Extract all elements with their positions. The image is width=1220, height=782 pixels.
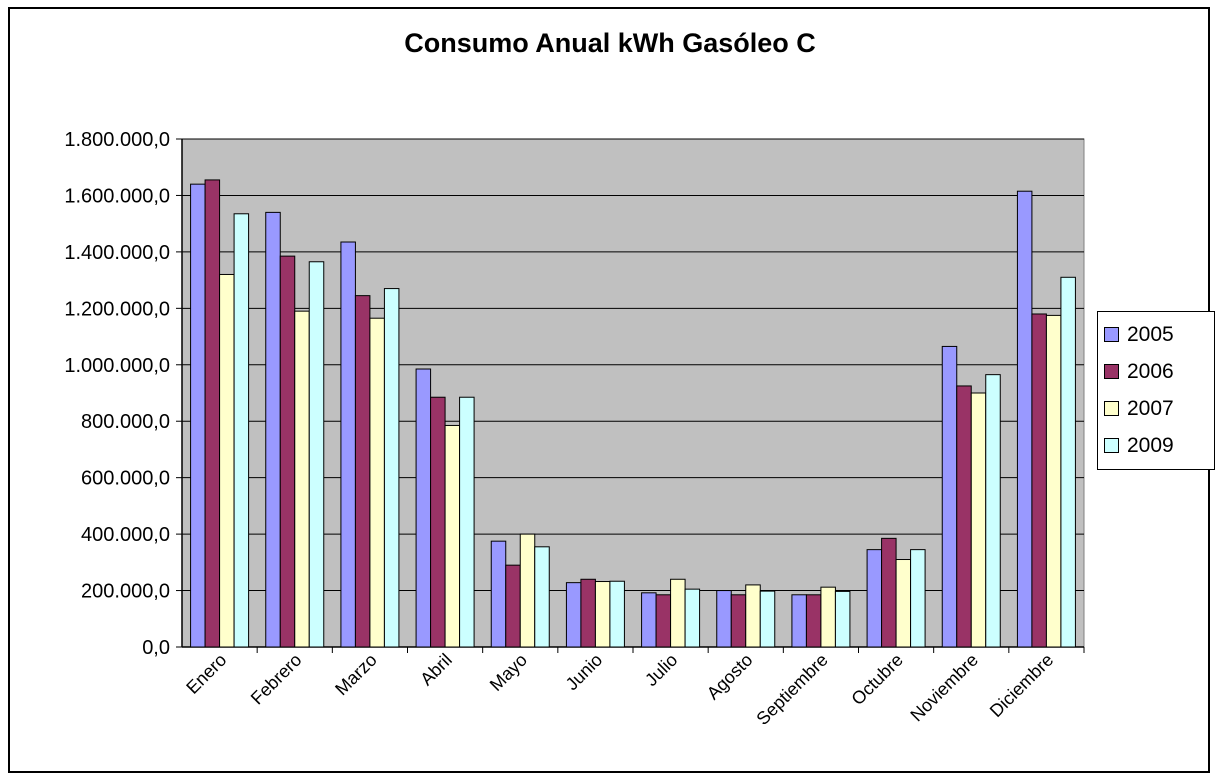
bar-2007-octubre [895,559,912,648]
y-tick-label: 200.000,0 [81,581,170,603]
bar-2007-marzo [369,317,385,648]
bar-2005-diciembre [1016,190,1033,648]
bar-2009-junio [609,580,625,648]
legend-swatch [1104,401,1119,416]
bar-2005-marzo [340,241,356,648]
bar-2009-septiembre [834,590,851,648]
bar-2009-febrero [308,261,325,648]
y-tick-label: 400.000,0 [81,524,170,546]
legend-item: 2006 [1098,353,1214,390]
legend-swatch [1104,327,1119,342]
bar-2005-julio [641,592,657,648]
bar-2007-agosto [745,584,761,648]
bar-2006-mayo [505,564,521,648]
x-tick-label: Agosto [703,650,757,704]
x-tick-label: Julio [641,650,681,690]
y-tick-label: 1.800.000,0 [64,129,170,151]
x-tick-label: Febrero [247,650,306,709]
bar-2009-octubre [910,549,926,648]
bar-2009-noviembre [985,374,1001,648]
bar-2005-enero [190,183,206,648]
x-tick-label: Enero [182,650,230,698]
y-tick-label: 1.400.000,0 [64,242,170,264]
y-tick-label: 800.000,0 [81,411,170,433]
bar-2009-mayo [534,546,550,648]
legend-label: 2007 [1127,396,1174,420]
bar-2006-diciembre [1031,313,1047,648]
bar-2007-noviembre [970,392,987,648]
bar-2007-junio [594,581,611,648]
legend-swatch [1104,438,1119,453]
x-tick-label: Diciembre [986,650,1057,721]
x-tick-label: Octubre [847,650,906,709]
bar-2005-abril [415,368,432,648]
bar-2007-diciembre [1045,314,1062,648]
legend-item: 2007 [1098,390,1214,427]
bar-2006-febrero [279,255,296,648]
bar-2006-enero [204,179,221,648]
bar-2005-agosto [716,590,732,648]
bar-2005-noviembre [941,345,958,648]
bar-2009-marzo [383,288,400,648]
bar-2007-mayo [519,533,536,648]
x-tick-label: Abril [416,650,456,690]
bar-2005-septiembre [791,594,807,648]
bar-2009-enero [233,213,250,648]
bar-2007-febrero [294,310,310,648]
legend-label: 2009 [1127,433,1174,457]
legend-label: 2006 [1127,359,1174,383]
bar-2009-abril [459,396,475,648]
bar-2007-septiembre [820,586,836,648]
bar-2005-mayo [490,540,507,648]
legend-item: 2005 [1098,316,1214,353]
x-tick-label: Marzo [331,650,381,700]
bar-2005-febrero [265,211,281,648]
bar-2007-enero [219,273,235,648]
y-tick-label: 1.600.000,0 [64,185,170,207]
bar-2006-julio [655,594,672,648]
bar-2007-julio [670,578,686,648]
y-tick-label: 1.000.000,0 [64,355,170,377]
y-tick-label: 0,0 [142,637,170,659]
y-tick-label: 1.200.000,0 [64,298,170,320]
bar-2006-agosto [730,594,747,648]
bar-2006-junio [580,578,596,648]
x-tick-label: Noviembre [906,650,982,726]
legend-swatch [1104,364,1119,379]
bar-2006-marzo [354,295,371,648]
bar-2005-octubre [866,549,883,648]
bar-2006-octubre [881,537,897,648]
bar-2006-noviembre [956,385,972,648]
bar-2009-diciembre [1060,276,1076,648]
bar-2009-agosto [759,590,776,648]
legend-label: 2005 [1127,322,1174,346]
bar-2005-junio [565,582,582,648]
bar-2006-abril [430,396,446,648]
legend-item: 2009 [1098,427,1214,464]
bar-2007-abril [444,424,461,648]
x-tick-label: Junio [562,650,607,695]
chart-legend: 2005 2006 2007 2009 [1097,311,1215,470]
bar-2009-julio [684,588,701,648]
bar-2006-septiembre [805,594,822,648]
y-tick-label: 600.000,0 [81,468,170,490]
chart-title: Consumo Anual kWh Gasóleo C [404,28,816,58]
x-tick-label: Septiembre [753,650,832,729]
x-tick-label: Mayo [486,650,531,695]
